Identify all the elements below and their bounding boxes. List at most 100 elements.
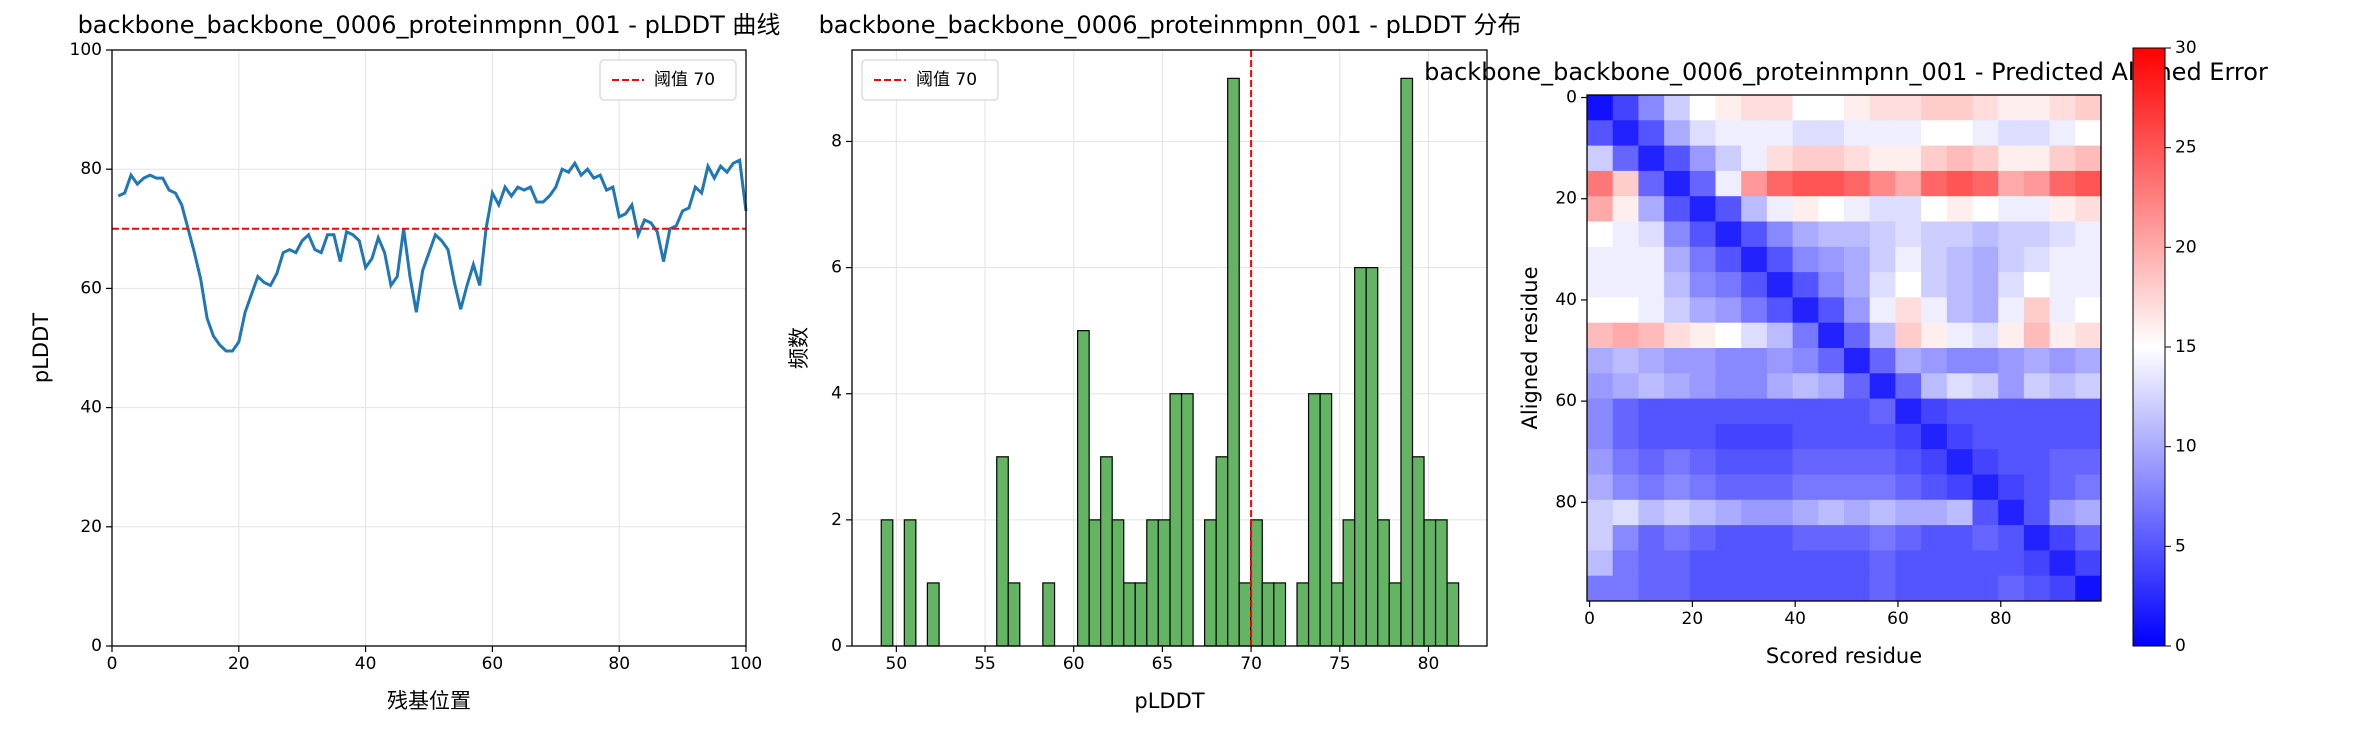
heatmap-cell <box>1587 373 1614 400</box>
heatmap-cell <box>1946 499 1973 526</box>
x-tick-label: 65 <box>1152 654 1174 674</box>
x-tick-label: 100 <box>730 654 762 674</box>
y-tick-label: 60 <box>80 278 102 298</box>
heatmap-cell <box>1689 499 1716 526</box>
heatmap-cell <box>2049 348 2076 374</box>
heatmap-cell <box>1689 373 1716 400</box>
heatmap-cell <box>1612 322 1639 349</box>
heatmap-cell <box>2049 550 2076 577</box>
heatmap-cell <box>1946 575 1973 602</box>
heatmap-cell <box>2023 95 2051 121</box>
heatmap-cell <box>2023 550 2051 577</box>
heatmap-cell <box>1972 196 1999 222</box>
heatmap-cell <box>1689 221 1716 248</box>
heatmap-cell <box>1766 449 1794 475</box>
heatmap-cell <box>1895 499 1922 526</box>
heatmap-cell <box>1946 221 1973 248</box>
heatmap-cell <box>1689 575 1716 602</box>
colorbar-tick-label: 5 <box>2175 536 2186 556</box>
heatmap-cell <box>1612 196 1639 222</box>
heatmap-cell <box>1921 348 1948 374</box>
heatmap-cell <box>2075 196 2102 222</box>
heatmap-cell <box>1741 348 1768 374</box>
heatmap-cell <box>1844 449 1871 475</box>
heatmap-cell <box>1921 322 1948 349</box>
heatmap-cell <box>1869 550 1896 577</box>
heatmap-cell <box>1818 196 1845 222</box>
bar <box>996 456 1009 647</box>
heatmap-cell <box>1587 272 1614 298</box>
heatmap-cell <box>1921 297 1948 324</box>
heatmap-cell <box>1664 170 1691 197</box>
heatmap-cell <box>1664 550 1691 577</box>
heatmap-cell <box>1612 297 1639 324</box>
y-axis-label: 频数 <box>787 327 811 369</box>
heatmap-cell <box>1972 525 1999 551</box>
x-axis-label: 残基位置 <box>387 689 471 713</box>
heatmap-cell <box>1998 398 2025 425</box>
heatmap-cell <box>1587 196 1614 222</box>
heatmap-cell <box>1869 525 1896 551</box>
heatmap-cell <box>1612 120 1639 147</box>
bar <box>1215 456 1229 647</box>
heatmap-cell <box>1921 550 1948 577</box>
bar <box>1146 519 1159 647</box>
x-tick-label: 55 <box>974 654 996 674</box>
heatmap-cell <box>2023 145 2051 172</box>
heatmap-cell <box>1921 373 1948 400</box>
heatmap-cell <box>1715 145 1742 172</box>
heatmap-cell <box>1895 348 1922 374</box>
heatmap-cell <box>1664 120 1691 147</box>
heatmap-cell <box>1715 170 1742 197</box>
heatmap-cell <box>1844 246 1871 273</box>
heatmap-cell <box>1946 196 1973 222</box>
heatmap-cell <box>1998 145 2025 172</box>
heatmap-cell <box>1895 170 1922 197</box>
heatmap-cell <box>2049 398 2076 425</box>
heatmap-cell <box>1766 196 1794 222</box>
heatmap-cell <box>2075 348 2102 374</box>
heatmap-cell <box>1921 246 1948 273</box>
heatmap-cell <box>1638 272 1665 298</box>
heatmap-cell <box>1792 423 1819 450</box>
heatmap-cell <box>2023 120 2051 147</box>
heatmap-cell <box>1766 120 1794 147</box>
heatmap-cell <box>1689 398 1716 425</box>
heatmap-cell <box>1741 499 1768 526</box>
heatmap-cell <box>1792 348 1819 374</box>
y-tick-label: 20 <box>1555 189 1577 209</box>
heatmap-cell <box>2023 246 2051 273</box>
bar <box>1331 582 1344 647</box>
bar <box>1250 519 1263 647</box>
heatmap-cell <box>1638 474 1665 501</box>
heatmap-cell <box>1869 348 1896 374</box>
heatmap-cell <box>1972 120 1999 147</box>
heatmap-cell <box>1946 423 1973 450</box>
heatmap-cell <box>1921 196 1948 222</box>
heatmap-cell <box>2049 322 2076 349</box>
heatmap-cell <box>1792 221 1819 248</box>
heatmap-cell <box>2075 221 2102 248</box>
heatmap-cell <box>1998 423 2025 450</box>
y-tick-label: 4 <box>831 384 842 404</box>
heatmap-cell <box>1587 449 1614 475</box>
heatmap-cell <box>1844 575 1871 602</box>
heatmap-cell <box>2075 499 2102 526</box>
x-axis-label: pLDDT <box>1134 689 1204 713</box>
heatmap-cell <box>1689 272 1716 298</box>
heatmap-cell <box>2075 550 2102 577</box>
heatmap-cell <box>1818 550 1845 577</box>
y-axis-label: pLDDT <box>29 313 53 383</box>
heatmap-cell <box>1844 95 1871 121</box>
heatmap-cell <box>1946 322 1973 349</box>
heatmap-cell <box>1818 246 1845 273</box>
heatmap-cell <box>1664 373 1691 400</box>
heatmap-cell <box>1612 449 1639 475</box>
heatmap-cell <box>1818 221 1845 248</box>
heatmap-cell <box>1638 145 1665 172</box>
heatmap-cell <box>1844 145 1871 172</box>
heatmap-cell <box>1587 423 1614 450</box>
heatmap-cell <box>1895 145 1922 172</box>
heatmap-cell <box>1638 95 1665 121</box>
